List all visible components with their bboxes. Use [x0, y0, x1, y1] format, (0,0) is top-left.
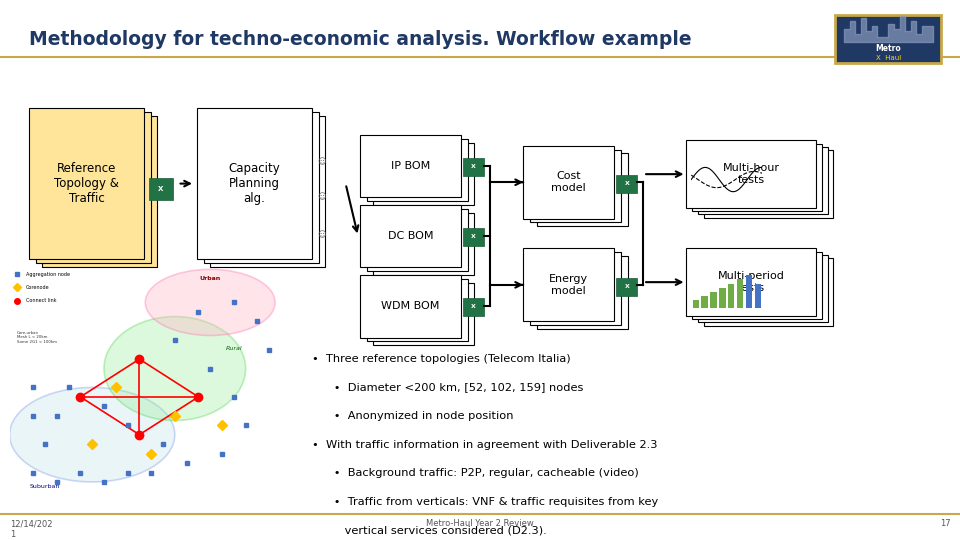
Text: X: X	[624, 284, 630, 289]
FancyBboxPatch shape	[373, 283, 474, 345]
FancyBboxPatch shape	[616, 278, 637, 296]
FancyBboxPatch shape	[36, 112, 151, 263]
Text: Multi-period
tests: Multi-period tests	[718, 271, 784, 293]
Text: Capacity
Planning
alg.: Capacity Planning alg.	[228, 162, 280, 205]
Bar	[755, 284, 761, 308]
Text: Metro-Haul Year 2 Review: Metro-Haul Year 2 Review	[426, 519, 534, 529]
Text: •  With traffic information in agreement with Deliverable 2.3: • With traffic information in agreement …	[312, 440, 658, 450]
FancyBboxPatch shape	[704, 258, 833, 326]
FancyBboxPatch shape	[530, 252, 621, 325]
Ellipse shape	[10, 388, 175, 482]
Bar	[729, 284, 734, 308]
FancyBboxPatch shape	[360, 275, 461, 338]
FancyBboxPatch shape	[29, 108, 144, 259]
FancyBboxPatch shape	[537, 153, 628, 226]
Bar	[710, 292, 716, 308]
Text: X: X	[470, 164, 476, 169]
Text: Corenode: Corenode	[26, 285, 50, 290]
Text: X: X	[624, 181, 630, 186]
Ellipse shape	[104, 316, 246, 421]
FancyBboxPatch shape	[210, 116, 325, 267]
Text: IP BOM: IP BOM	[391, 161, 430, 171]
Text: •  Anonymized in node position: • Anonymized in node position	[312, 411, 514, 421]
FancyBboxPatch shape	[523, 248, 614, 321]
Ellipse shape	[145, 269, 276, 335]
FancyBboxPatch shape	[835, 15, 942, 63]
FancyBboxPatch shape	[197, 108, 312, 259]
FancyBboxPatch shape	[463, 298, 484, 316]
Text: Energy
model: Energy model	[549, 274, 588, 296]
FancyBboxPatch shape	[42, 116, 157, 267]
Text: Reference
Topology &
Traffic: Reference Topology & Traffic	[54, 162, 119, 205]
Bar	[746, 275, 753, 308]
Bar	[702, 296, 708, 308]
Bar	[692, 300, 699, 308]
FancyBboxPatch shape	[367, 279, 468, 341]
FancyBboxPatch shape	[360, 135, 461, 197]
FancyBboxPatch shape	[204, 112, 319, 263]
Text: 12/14/202
1: 12/14/202 1	[10, 519, 52, 539]
Text: ☺: ☺	[317, 158, 325, 166]
FancyBboxPatch shape	[149, 178, 173, 200]
Text: •  Traffic from verticals: VNF & traffic requisites from key: • Traffic from verticals: VNF & traffic …	[312, 497, 659, 507]
Text: ☺: ☺	[317, 193, 325, 201]
FancyBboxPatch shape	[616, 175, 637, 193]
FancyBboxPatch shape	[686, 248, 816, 316]
Text: Cost
model: Cost model	[551, 172, 587, 193]
FancyBboxPatch shape	[463, 158, 484, 176]
Text: X  Haul: X Haul	[876, 55, 901, 60]
Text: Suburban: Suburban	[30, 484, 60, 489]
FancyBboxPatch shape	[373, 213, 474, 275]
Bar	[719, 287, 726, 308]
Text: Urban: Urban	[200, 276, 221, 281]
Text: •  Background traffic: P2P, regular, cacheable (video): • Background traffic: P2P, regular, cach…	[312, 468, 638, 478]
Text: •  Three reference topologies (Telecom Italia): • Three reference topologies (Telecom It…	[312, 354, 570, 364]
Text: X: X	[158, 186, 163, 192]
Text: Connect link: Connect link	[26, 298, 57, 303]
Text: Methodology for techno-economic analysis. Workflow example: Methodology for techno-economic analysis…	[29, 30, 691, 49]
Text: X: X	[470, 304, 476, 309]
FancyBboxPatch shape	[367, 209, 468, 271]
FancyBboxPatch shape	[686, 140, 816, 208]
Text: •  Diameter <200 km, [52, 102, 159] nodes: • Diameter <200 km, [52, 102, 159] nodes	[312, 382, 584, 393]
Text: Core-urban
Mesh L < 20km
Some 2G1 < 100km: Core-urban Mesh L < 20km Some 2G1 < 100k…	[16, 330, 57, 344]
Text: WDM BOM: WDM BOM	[381, 301, 440, 312]
FancyBboxPatch shape	[373, 143, 474, 205]
FancyBboxPatch shape	[692, 252, 822, 319]
FancyBboxPatch shape	[530, 150, 621, 222]
Text: 17: 17	[940, 519, 950, 529]
Text: Aggregation node: Aggregation node	[26, 272, 70, 276]
FancyBboxPatch shape	[692, 144, 822, 211]
FancyBboxPatch shape	[698, 147, 828, 214]
Text: ☺: ☺	[317, 231, 325, 239]
FancyBboxPatch shape	[523, 146, 614, 219]
FancyBboxPatch shape	[704, 150, 833, 218]
Text: DC BOM: DC BOM	[388, 231, 433, 241]
Text: Multi-hour
tests: Multi-hour tests	[723, 163, 780, 185]
Text: Metro: Metro	[876, 44, 901, 53]
FancyBboxPatch shape	[463, 228, 484, 246]
FancyBboxPatch shape	[537, 256, 628, 329]
FancyBboxPatch shape	[367, 139, 468, 201]
FancyBboxPatch shape	[360, 205, 461, 267]
Text: X: X	[470, 234, 476, 239]
Text: Rural: Rural	[226, 346, 242, 350]
Text: vertical services considered (D2.3).: vertical services considered (D2.3).	[312, 525, 547, 536]
FancyBboxPatch shape	[698, 255, 828, 322]
Bar	[737, 280, 743, 308]
